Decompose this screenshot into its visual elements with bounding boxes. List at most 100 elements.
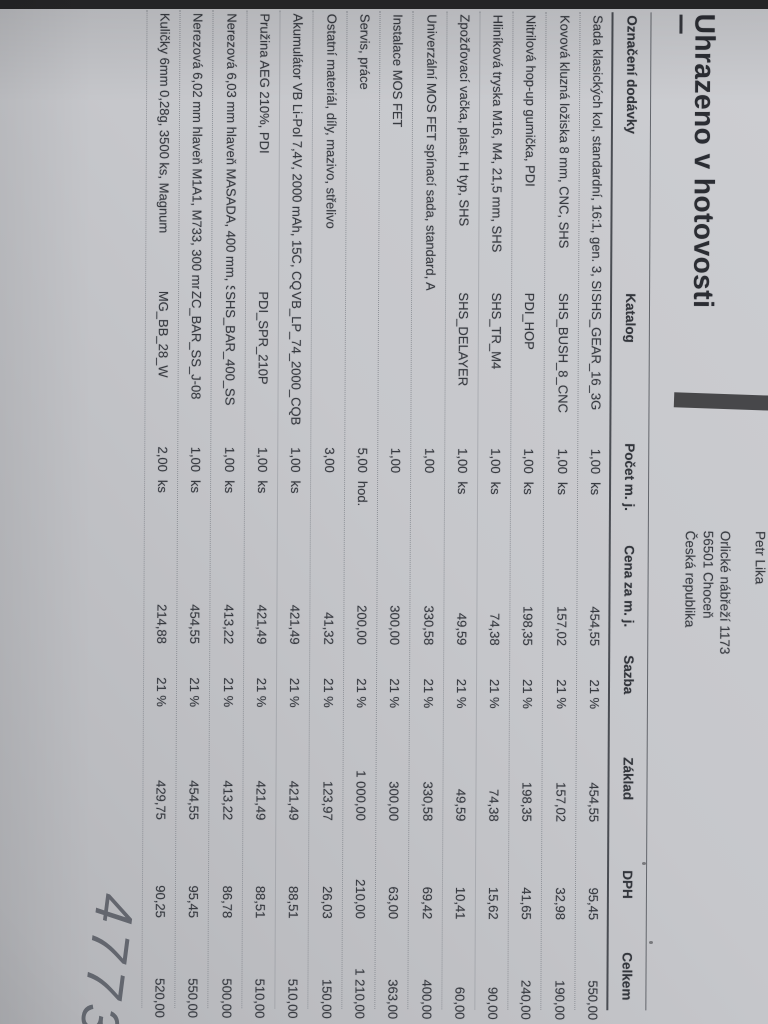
cell-total: 400,00 xyxy=(418,979,435,1020)
cell-unit: ks xyxy=(221,480,237,494)
cell-unit: ks xyxy=(588,482,604,496)
cell-unit: ks xyxy=(188,480,204,494)
cell-quantity: 1,00 xyxy=(588,448,604,475)
cell-unit: hod. xyxy=(354,480,371,507)
table-row: Servis, práce 5,00 hod. 200,00 21 % 1 000,00 2… xyxy=(340,10,380,1024)
table-row: Sada klasických kol, standardní, 16:1, g… xyxy=(574,12,613,1024)
cell-vat-rate: 21 % xyxy=(453,678,469,709)
cell-total: 90,00 xyxy=(485,987,501,1020)
cell-total: 520,00 xyxy=(152,978,168,1018)
handwritten-number: 4773 xyxy=(67,890,146,1024)
cell-vat-rate: 21 % xyxy=(287,677,303,708)
cell-vat-rate: 21 % xyxy=(487,678,503,709)
cell-quantity: 1,00 xyxy=(421,447,437,474)
cell-quantity: 1,00 xyxy=(288,447,304,473)
recipient-country: Česká republika xyxy=(682,530,699,628)
column-header-unit-price: Cena za m. j. xyxy=(621,545,637,628)
cell-vat-rate: 21 % xyxy=(320,678,336,708)
cell-designation: Zpožďovací vačka, plast, H typ, SHS xyxy=(456,14,473,227)
cell-unit: ks xyxy=(554,481,570,496)
cell-unit: ks xyxy=(155,479,171,493)
table-row: Nerezová 6,02 mm hlaveň M1A1, M733, 300 … xyxy=(174,9,213,1024)
cell-unit: ks xyxy=(488,481,504,495)
cell-designation: Hliníková tryska M16, M4, 21,5 mm, SHS xyxy=(489,14,506,253)
cell-total: 510,00 xyxy=(285,978,301,1019)
table-row: Univerzální MOS FET spínací sada, standa… xyxy=(407,11,447,1024)
table-row: Nitrilová hop-up gumička, PDI PDI_HOP 1,00… xyxy=(507,11,546,1024)
recipient-name: Petr Lika xyxy=(752,530,768,585)
cell-vat-rate: 21 % xyxy=(220,677,236,708)
dust-speck xyxy=(642,862,646,865)
cell-designation: Pružina AEG 210%, PDI xyxy=(256,13,273,154)
cell-catalog: SHS_TR_M4 xyxy=(488,292,505,370)
cell-total: 550,00 xyxy=(185,978,201,1019)
cell-vat-rate: 21 % xyxy=(387,678,403,709)
cell-unit: ks xyxy=(454,481,470,495)
cell-total: 500,00 xyxy=(219,978,235,1019)
column-header-designation: Označení dodávky xyxy=(623,15,640,134)
cell-total: 240,00 xyxy=(518,979,534,1020)
cell-total: 550,00 xyxy=(585,980,601,1021)
cell-vat-rate: 21 % xyxy=(187,677,203,708)
cell-designation: Ostatní materiál, díly, mazivo, střelivo xyxy=(323,13,340,229)
table-row: Pružina AEG 210%, PDI PDI_SPR_210P 1,00 ks 4… xyxy=(241,10,280,1024)
cell-vat-rate: 21 % xyxy=(420,678,436,709)
table-row: Kovová kluzná ložiska 8 mm, CNC, SHS SHS_… xyxy=(540,11,580,1024)
cell-unit: ks xyxy=(288,480,304,494)
cell-quantity: 1,00 xyxy=(454,448,471,474)
cell-quantity: 1,00 xyxy=(388,447,404,474)
table-row: Instalace MOS FET 1,00 300,00 21 % 300,00 63,… xyxy=(374,11,413,1024)
cell-designation: Nerezová 6,02 mm hlaveň M1A1, M733, 300 … xyxy=(189,13,206,290)
dust-speck xyxy=(649,941,653,944)
cell-quantity: 1,00 xyxy=(488,448,504,474)
cell-quantity: 1,00 xyxy=(255,447,271,473)
cell-designation: Kovová kluzná ložiska 8 mm, CNC, SHS xyxy=(556,14,573,249)
column-header-vat-rate: Sazba xyxy=(620,655,637,695)
column-header-total: Celkem xyxy=(619,952,635,1001)
recipient-street: Orlické nábřeží 1173 xyxy=(717,530,734,655)
cell-unit: ks xyxy=(255,480,271,494)
cell-vat-rate: 21 % xyxy=(520,679,536,709)
cell-catalog: SHS_DELAYER xyxy=(455,292,471,387)
cell-vat-rate: 21 % xyxy=(353,678,369,708)
cell-quantity: 5,00 xyxy=(355,447,371,473)
title-underline xyxy=(679,14,683,34)
table-row: Nerezová 6,03 mm hlaveň MASADA, 400 mm, … xyxy=(207,10,247,1024)
cell-designation: Kuličky 6mm 0,28g, 3500 ks, Magnum xyxy=(156,12,173,234)
table-row: Ostatní materiál, díly, mazivo, střelivo… xyxy=(307,10,347,1024)
cell-designation: Nerezová 6,03 mm hlaveň MASADA, 400 mm, … xyxy=(222,13,240,290)
cell-designation: Univerzální MOS FET spínací sada, standa… xyxy=(422,14,440,291)
cell-designation: Akumulátor VB Li-Pol 7,4V, 2000 mAh, 15C… xyxy=(289,13,306,290)
table-header-row: Označení dodávky Katalog Počet m. j. Cen… xyxy=(606,12,652,1011)
cell-vat-rate: 21 % xyxy=(553,679,569,710)
cell-quantity: 1,00 xyxy=(521,448,537,474)
cell-quantity: 3,00 xyxy=(321,447,337,473)
recipient-city: 56501 Choceň xyxy=(700,530,716,619)
table-rows: Sada klasických kol, standardní, 16:1, g… xyxy=(141,9,613,1024)
cell-vat-rate: 21 % xyxy=(586,679,603,710)
table-row: Kuličky 6mm 0,28g, 3500 ks, Magnum MG_BB_… xyxy=(141,9,180,1024)
cell-designation: Sada klasických kol, standardní, 16:1, g… xyxy=(589,15,606,292)
cell-total: 60,00 xyxy=(452,986,468,1020)
cell-designation: Servis, práce xyxy=(357,13,373,90)
cell-catalog: MG_BB_28_W xyxy=(155,290,172,378)
cell-catalog: PDI_HOP xyxy=(522,292,538,350)
cell-designation: Nitrilová hop-up gumička, PDI xyxy=(523,14,539,187)
recipient-address-block: Petr Lika Orlické nábřeží 1173 56501 Cho… xyxy=(681,531,768,655)
cell-total: 1 210,00 xyxy=(352,968,368,1019)
cell-total: 363,00 xyxy=(385,979,401,1020)
cell-unit: ks xyxy=(521,481,537,495)
column-header-base: Základ xyxy=(620,757,636,801)
cell-quantity: 1,00 xyxy=(221,446,238,473)
cell-quantity: 2,00 xyxy=(155,446,171,472)
column-header-vat: DPH xyxy=(619,870,636,899)
cell-quantity: 1,00 xyxy=(554,448,570,475)
cell-designation: Instalace MOS FET xyxy=(390,14,406,128)
cell-total: 150,00 xyxy=(318,978,335,1019)
cell-total: 190,00 xyxy=(551,980,568,1021)
cell-vat-rate: 21 % xyxy=(253,677,270,708)
page-title: Uhrazeno v hotovosti xyxy=(688,13,721,309)
cell-catalog: PDI_SPR_210P xyxy=(255,291,272,385)
